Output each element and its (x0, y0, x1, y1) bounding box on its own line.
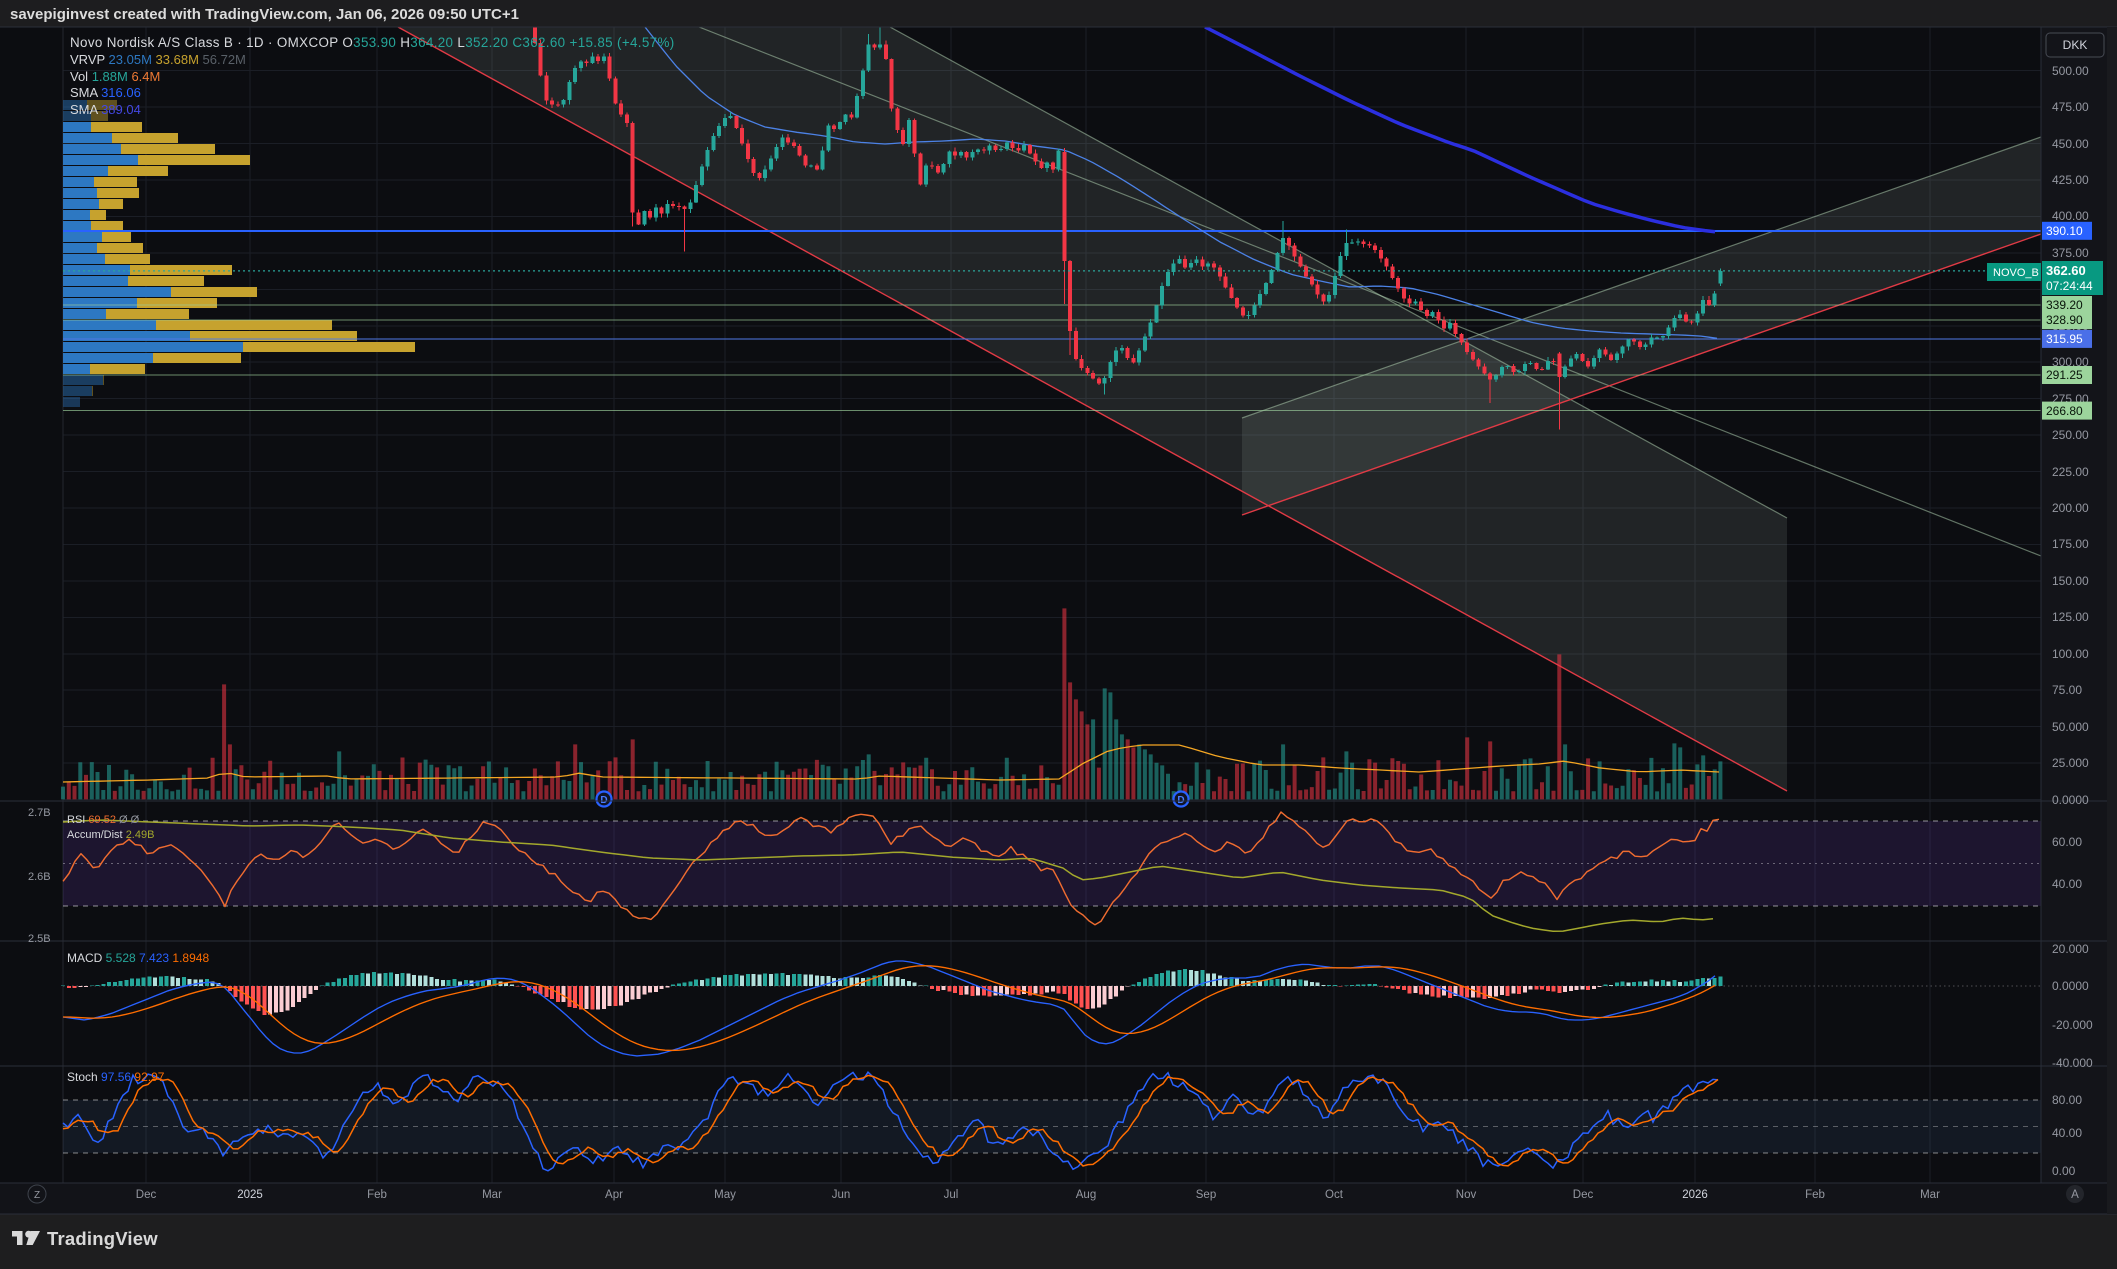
svg-text:RSI 69.52 Ø Ø: RSI 69.52 Ø Ø (67, 814, 140, 826)
svg-text:SMA 316.06: SMA 316.06 (70, 85, 141, 100)
svg-text:225.00: 225.00 (2052, 465, 2089, 479)
svg-text:339.20: 339.20 (2046, 298, 2083, 312)
svg-text:175.00: 175.00 (2052, 537, 2089, 551)
svg-text:Dec: Dec (136, 1189, 157, 1201)
svg-text:savepiginvest created with Tra: savepiginvest created with TradingView.c… (10, 6, 519, 23)
svg-text:2026: 2026 (1682, 1189, 1708, 1201)
svg-text:400.00: 400.00 (2052, 209, 2089, 223)
svg-text:MACD 5.528 7.423 1.8948: MACD 5.528 7.423 1.8948 (67, 951, 209, 965)
svg-text:VRVP 23.05M 33.68M 56.72M: VRVP 23.05M 33.68M 56.72M (70, 52, 246, 67)
svg-text:475.00: 475.00 (2052, 100, 2089, 114)
svg-text:75.00: 75.00 (2052, 683, 2082, 697)
svg-text:100.00: 100.00 (2052, 647, 2089, 661)
svg-text:Feb: Feb (1805, 1189, 1825, 1201)
svg-text:60.00: 60.00 (2052, 835, 2082, 849)
svg-text:2.7B: 2.7B (28, 807, 51, 819)
svg-text:Apr: Apr (605, 1189, 623, 1201)
svg-text:20.000: 20.000 (2052, 942, 2089, 956)
svg-text:Aug: Aug (1076, 1189, 1096, 1201)
svg-text:Stoch 97.56 92.97: Stoch 97.56 92.97 (67, 1070, 165, 1084)
svg-text:250.00: 250.00 (2052, 428, 2089, 442)
svg-text:2025: 2025 (237, 1189, 263, 1201)
svg-text:125.00: 125.00 (2052, 610, 2089, 624)
svg-text:NOVO_B: NOVO_B (1993, 267, 2039, 279)
svg-text:Jun: Jun (832, 1189, 851, 1201)
svg-text:0.0000: 0.0000 (2052, 979, 2089, 993)
svg-text:50.000: 50.000 (2052, 720, 2089, 734)
svg-text:Sep: Sep (1196, 1189, 1216, 1201)
svg-text:-40.000: -40.000 (2052, 1056, 2093, 1070)
svg-text:2.6B: 2.6B (28, 871, 51, 883)
svg-text:362.60: 362.60 (2046, 263, 2086, 278)
svg-text:40.00: 40.00 (2052, 1126, 2082, 1140)
svg-text:-20.000: -20.000 (2052, 1018, 2093, 1032)
svg-text:80.00: 80.00 (2052, 1093, 2082, 1107)
svg-text:40.00: 40.00 (2052, 877, 2082, 891)
svg-text:Dec: Dec (1573, 1189, 1594, 1201)
svg-text:291.25: 291.25 (2046, 368, 2083, 382)
svg-text:07:24:44: 07:24:44 (2046, 279, 2093, 293)
svg-text:Mar: Mar (482, 1189, 502, 1201)
svg-text:0.0000: 0.0000 (2052, 793, 2089, 807)
svg-text:Mar: Mar (1920, 1189, 1940, 1201)
svg-text:150.00: 150.00 (2052, 574, 2089, 588)
svg-text:Accum/Dist 2.49B: Accum/Dist 2.49B (67, 829, 154, 841)
svg-text:25.000: 25.000 (2052, 756, 2089, 770)
svg-text:Novo Nordisk A/S Class B · 1D: Novo Nordisk A/S Class B · 1D · OMXCOP O… (70, 35, 675, 50)
svg-text:500.00: 500.00 (2052, 64, 2089, 78)
svg-text:450.00: 450.00 (2052, 137, 2089, 151)
svg-text:315.95: 315.95 (2046, 332, 2083, 346)
svg-text:0.00: 0.00 (2052, 1164, 2076, 1178)
svg-text:2.5B: 2.5B (28, 933, 51, 945)
svg-text:Jul: Jul (944, 1189, 959, 1201)
svg-text:Z: Z (34, 1190, 40, 1201)
svg-text:266.80: 266.80 (2046, 404, 2083, 418)
svg-text:300.00: 300.00 (2052, 355, 2089, 369)
svg-text:TradingView: TradingView (47, 1228, 158, 1249)
svg-text:Feb: Feb (367, 1189, 387, 1201)
svg-text:DKK: DKK (2063, 38, 2088, 52)
svg-text:SMA 389.04: SMA 389.04 (70, 102, 141, 117)
svg-text:390.10: 390.10 (2046, 224, 2083, 238)
svg-text:May: May (714, 1189, 736, 1201)
svg-text:375.00: 375.00 (2052, 246, 2089, 260)
svg-text:A: A (2071, 1189, 2079, 1201)
svg-text:425.00: 425.00 (2052, 173, 2089, 187)
svg-text:200.00: 200.00 (2052, 501, 2089, 515)
svg-text:Oct: Oct (1325, 1189, 1344, 1201)
svg-text:Nov: Nov (1456, 1189, 1477, 1201)
svg-text:Vol 1.88M 6.4M: Vol 1.88M 6.4M (70, 69, 160, 84)
svg-text:328.90: 328.90 (2046, 313, 2083, 327)
